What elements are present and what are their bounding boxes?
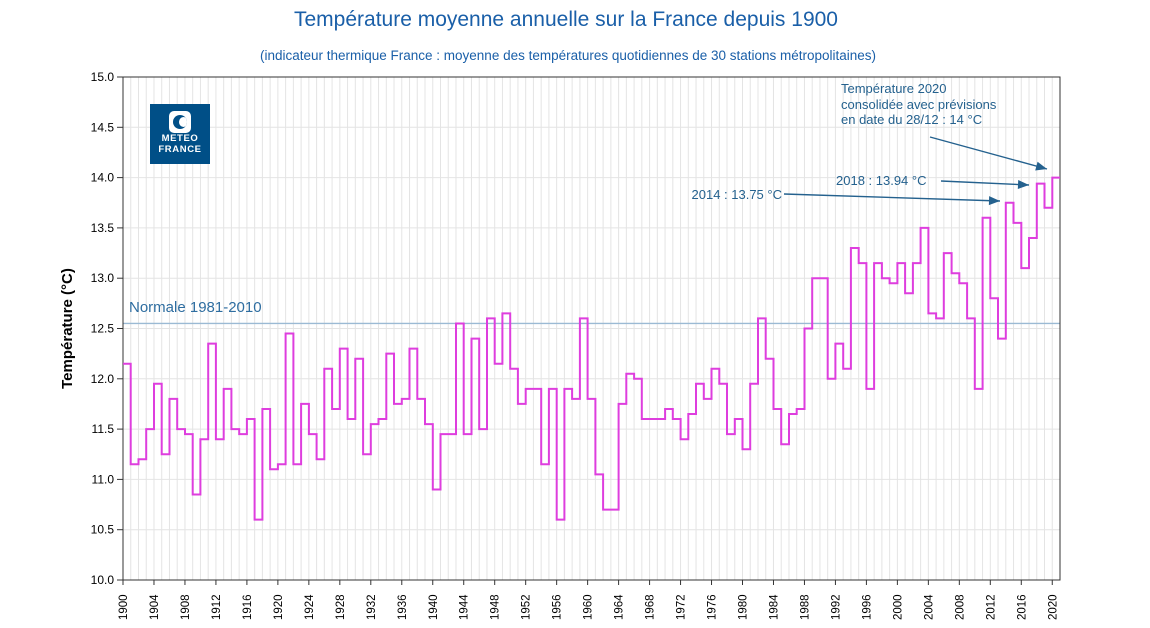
logo-text-line2: FRANCE	[158, 144, 202, 155]
meteo-france-icon	[169, 111, 191, 133]
x-tick-label: 1952	[521, 594, 533, 620]
x-tick-label: 1916	[242, 594, 254, 620]
annotation-2020-line3: en date du 28/12 : 14 °C	[841, 112, 983, 127]
y-tick-label: 11.5	[92, 422, 115, 436]
x-tick-label: 2012	[985, 594, 997, 620]
annotation-2014: 2014 : 13.75 °C	[691, 187, 783, 202]
annotation-2020-line2: consolidée avec prévisions	[841, 96, 997, 112]
annotation-2020-line1: Température 2020	[841, 81, 947, 96]
x-tick-label: 2020	[1047, 594, 1059, 620]
normale-1981-2010-label: Normale 1981-2010	[129, 299, 262, 316]
x-tick-label: 1960	[583, 594, 595, 620]
y-axis-title: Température (°C)	[59, 268, 76, 389]
annotation-2018: 2018 : 13.94 °C	[836, 173, 927, 188]
logo-text-line1: METEO	[161, 133, 199, 144]
annotation-2020: Température 2020 consolidée avec prévisi…	[841, 81, 996, 128]
y-tick-label: 12.5	[91, 322, 115, 336]
arrow-2014-line	[783, 193, 1001, 202]
x-tick-label: 1908	[180, 594, 192, 620]
x-tick-label: 1988	[799, 594, 811, 620]
arrow-2020-line	[929, 136, 1048, 170]
x-tick-label: 1948	[490, 594, 502, 620]
y-tick-label: 11.0	[92, 472, 115, 486]
y-tick-label: 10.5	[91, 523, 115, 537]
x-tick-label: 1964	[614, 594, 626, 620]
arrow-2014-head	[988, 196, 1000, 206]
x-tick-label: 1956	[552, 594, 564, 620]
x-tick-label: 1904	[149, 594, 161, 620]
y-tick-label: 10.0	[91, 573, 115, 587]
page-subtitle: (indicateur thermique France : moyenne d…	[259, 48, 877, 63]
arrow-2018-line	[940, 180, 1030, 186]
x-tick-label: 1932	[366, 594, 378, 620]
x-tick-label: 2008	[954, 594, 966, 620]
arrow-2018-head	[1017, 180, 1029, 189]
y-tick-label: 15.0	[91, 70, 115, 84]
x-tick-label: 1976	[707, 594, 719, 620]
x-tick-label: 2004	[923, 594, 935, 620]
x-tick-label: 1980	[738, 594, 750, 620]
arrow-2020-head	[1035, 161, 1047, 171]
x-tick-label: 1968	[645, 594, 657, 620]
y-tick-label: 12.0	[91, 372, 115, 386]
y-tick-label: 13.0	[91, 271, 115, 285]
x-tick-label: 1992	[830, 594, 842, 620]
sun-moon-icon	[173, 115, 187, 129]
y-tick-label: 13.5	[91, 221, 115, 235]
temperature-series	[123, 176, 1060, 521]
x-tick-label: 1940	[428, 594, 440, 620]
y-tick-label: 14.0	[91, 171, 115, 185]
x-tick-label: 1984	[768, 594, 780, 620]
x-tick-label: 1996	[861, 594, 873, 620]
x-tick-label: 1924	[304, 594, 316, 620]
x-tick-label: 1912	[211, 594, 223, 620]
x-tick-label: 1936	[397, 594, 409, 620]
x-tick-label: 2016	[1016, 594, 1028, 620]
x-tick-label: 1920	[273, 594, 285, 620]
x-tick-label: 1928	[335, 594, 347, 620]
meteo-france-logo: METEO FRANCE	[150, 104, 210, 164]
page-title: Température moyenne annuelle sur la Fran…	[293, 8, 838, 31]
y-tick-label: 14.5	[91, 120, 115, 134]
x-tick-label: 2000	[892, 594, 904, 620]
x-tick-label: 1972	[676, 594, 688, 620]
x-tick-label: 1944	[459, 594, 471, 620]
x-tick-label: 1900	[118, 594, 130, 620]
